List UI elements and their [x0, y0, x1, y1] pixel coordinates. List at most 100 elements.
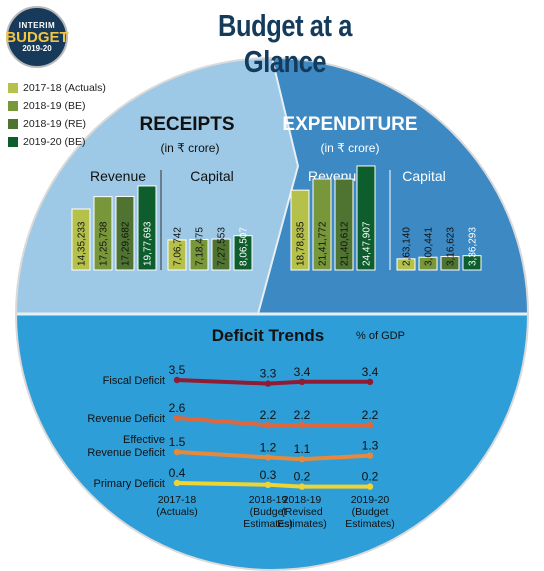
legend-swatch — [8, 101, 18, 111]
deficit-x-label-line: 2017-18 — [158, 494, 197, 506]
legend-item: 2018-19 (BE) — [8, 100, 113, 113]
deficit-point — [366, 422, 374, 429]
deficit-point — [298, 422, 306, 429]
legend-label: 2018-19 (BE) — [23, 100, 86, 112]
legend-label: 2019-20 (BE) — [23, 136, 86, 148]
bar-value-label: 3,16,623 — [446, 227, 457, 266]
bars-layer: 14,35,233 17,25,738 17,29,682 19,77,693 7,06… — [71, 165, 482, 271]
deficit-point — [298, 456, 306, 463]
deficit-series-line — [175, 416, 372, 428]
deficit-value-label: 2.2 — [362, 408, 379, 422]
deficit-series-label: Fiscal Deficit — [103, 375, 165, 387]
bar — [137, 185, 157, 271]
deficit-value-label: 0.4 — [169, 466, 186, 480]
deficit-value-label: 1.1 — [294, 442, 311, 456]
deficit-point — [264, 422, 272, 429]
bar-value-label: 24,47,907 — [362, 221, 373, 266]
bar-value-label: 7,06,742 — [173, 227, 184, 266]
deficit-series-line — [175, 450, 372, 462]
bar-value-label: 7,18,475 — [195, 227, 206, 266]
deficit-point — [173, 479, 181, 487]
interim-budget-logo: INTERIM BUDGET 2019-20 — [5, 6, 69, 68]
deficit-x-label-line: 2019-20 — [351, 494, 390, 506]
bar — [312, 178, 332, 271]
deficit-point — [264, 481, 272, 488]
deficit-series-label: Revenue Deficit — [87, 413, 165, 425]
deficit-point — [298, 378, 306, 385]
deficit-x-label-line: 2018-19 — [283, 494, 322, 506]
deficit-point — [173, 448, 181, 456]
legend-label: 2018-19 (RE) — [23, 118, 87, 130]
bar — [356, 165, 376, 271]
deficit-value-label: 1.3 — [362, 439, 379, 453]
deficit-series-label: Effective Revenue Deficit — [87, 434, 165, 459]
legend-swatch — [8, 119, 18, 129]
deficit-point — [366, 483, 374, 490]
deficit-x-label-line: (Actuals) — [156, 506, 197, 518]
deficit-value-label: 0.2 — [362, 470, 379, 484]
bar — [211, 238, 231, 271]
deficit-x-label-line: 2018-19 — [249, 494, 288, 506]
logo-line1: INTERIM — [18, 20, 56, 30]
bar — [418, 256, 438, 271]
bar-value-label: 21,41,772 — [318, 221, 329, 266]
receipts-subtitle: (in ₹ crore) — [161, 141, 220, 155]
deficit-unit: % of GDP — [356, 330, 405, 342]
deficit-value-label: 3.3 — [260, 367, 277, 381]
deficit-value-label: 2.2 — [294, 408, 311, 422]
bar — [462, 255, 482, 271]
deficit-value-label: 3.4 — [294, 365, 311, 379]
legend-item: 2018-19 (RE) — [8, 118, 113, 131]
bar — [167, 239, 187, 271]
expenditure-subtitle: (in ₹ crore) — [321, 141, 380, 155]
deficit-point — [298, 483, 306, 490]
receipts-capital-label: Capital — [190, 168, 234, 184]
bar-value-label: 7,27,553 — [217, 227, 228, 266]
deficit-value-label: 2.2 — [260, 408, 277, 422]
deficit-series-label: Primary Deficit — [93, 478, 165, 490]
bar-value-label: 3,36,293 — [468, 227, 479, 266]
deficit-x-label-line: (Revised — [281, 506, 323, 518]
deficit-x-label-line: Estimates) — [243, 518, 293, 530]
deficit-value-label: 0.3 — [260, 468, 277, 482]
deficit-point — [264, 454, 272, 461]
deficit-series-label-line: Effective — [123, 434, 165, 446]
bar — [396, 258, 416, 271]
deficit-series-line — [175, 481, 372, 489]
deficit-value-label: 0.2 — [294, 470, 311, 484]
deficit-lines-layer: 3.5 3.3 3.4 3.4 Fiscal Deficit 2.6 2.2 2.2 2.2 Re… — [87, 363, 394, 530]
bar-value-label: 14,35,233 — [77, 221, 88, 266]
receipts-title: RECEIPTS — [139, 114, 234, 135]
deficit-point — [173, 376, 181, 384]
deficit-x-label: 2019-20 (Budget Estimates) — [345, 494, 395, 530]
deficit-title: Deficit Trends — [212, 326, 324, 345]
bar — [233, 235, 253, 271]
deficit-value-label: 3.4 — [362, 365, 379, 379]
bar-value-label: 18,78,835 — [296, 221, 307, 266]
deficit-point — [366, 378, 374, 385]
deficit-value-label: 1.2 — [260, 440, 277, 454]
deficit-value-label: 1.5 — [169, 435, 186, 449]
deficit-x-label: 2018-19 (Revised Estimates) — [277, 494, 327, 530]
deficit-x-label-line: Estimates) — [345, 518, 395, 530]
bar-value-label: 3,00,441 — [424, 227, 435, 266]
legend-item: 2019-20 (BE) — [8, 136, 113, 149]
deficit-series-label-line: Fiscal Deficit — [103, 375, 165, 387]
deficit-series-label-line: Revenue Deficit — [87, 447, 165, 459]
panel-divider-vertical — [257, 59, 300, 315]
receipts-revenue-label: Revenue — [90, 168, 146, 184]
bar-value-label: 2,63,140 — [402, 227, 413, 266]
expenditure-title: EXPENDITURE — [282, 114, 417, 135]
deficit-point — [264, 380, 272, 387]
deficit-value-label: 2.6 — [169, 401, 186, 415]
expenditure-capital-label: Capital — [402, 168, 446, 184]
bar-value-label: 21,40,612 — [340, 221, 351, 266]
deficit-series-line — [175, 378, 372, 386]
legend-label: 2017-18 (Actuals) — [23, 82, 106, 94]
deficit-x-label-line: (Budget — [352, 506, 389, 518]
bar — [334, 178, 354, 271]
deficit-x-label-line: (Budget — [250, 506, 287, 518]
deficit-x-label-line: Estimates) — [277, 518, 327, 530]
bar — [290, 189, 310, 271]
